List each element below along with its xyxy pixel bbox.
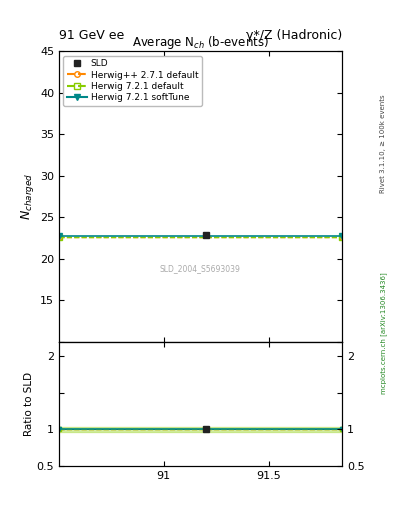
Text: Rivet 3.1.10, ≥ 100k events: Rivet 3.1.10, ≥ 100k events: [380, 94, 386, 193]
Text: SLD_2004_S5693039: SLD_2004_S5693039: [160, 264, 241, 273]
Title: Average N$_{ch}$ (b-events): Average N$_{ch}$ (b-events): [132, 34, 269, 51]
Y-axis label: N$_{charged}$: N$_{charged}$: [19, 173, 36, 220]
Y-axis label: Ratio to SLD: Ratio to SLD: [24, 372, 34, 436]
Text: mcplots.cern.ch [arXiv:1306.3436]: mcplots.cern.ch [arXiv:1306.3436]: [380, 272, 387, 394]
Bar: [59, 427, 342, 432]
Legend: SLD, Herwig++ 2.7.1 default, Herwig 7.2.1 default, Herwig 7.2.1 softTune: SLD, Herwig++ 2.7.1 default, Herwig 7.2.…: [63, 56, 202, 105]
Text: 91 GeV ee: 91 GeV ee: [59, 29, 124, 42]
Text: γ*/Z (Hadronic): γ*/Z (Hadronic): [246, 29, 342, 42]
